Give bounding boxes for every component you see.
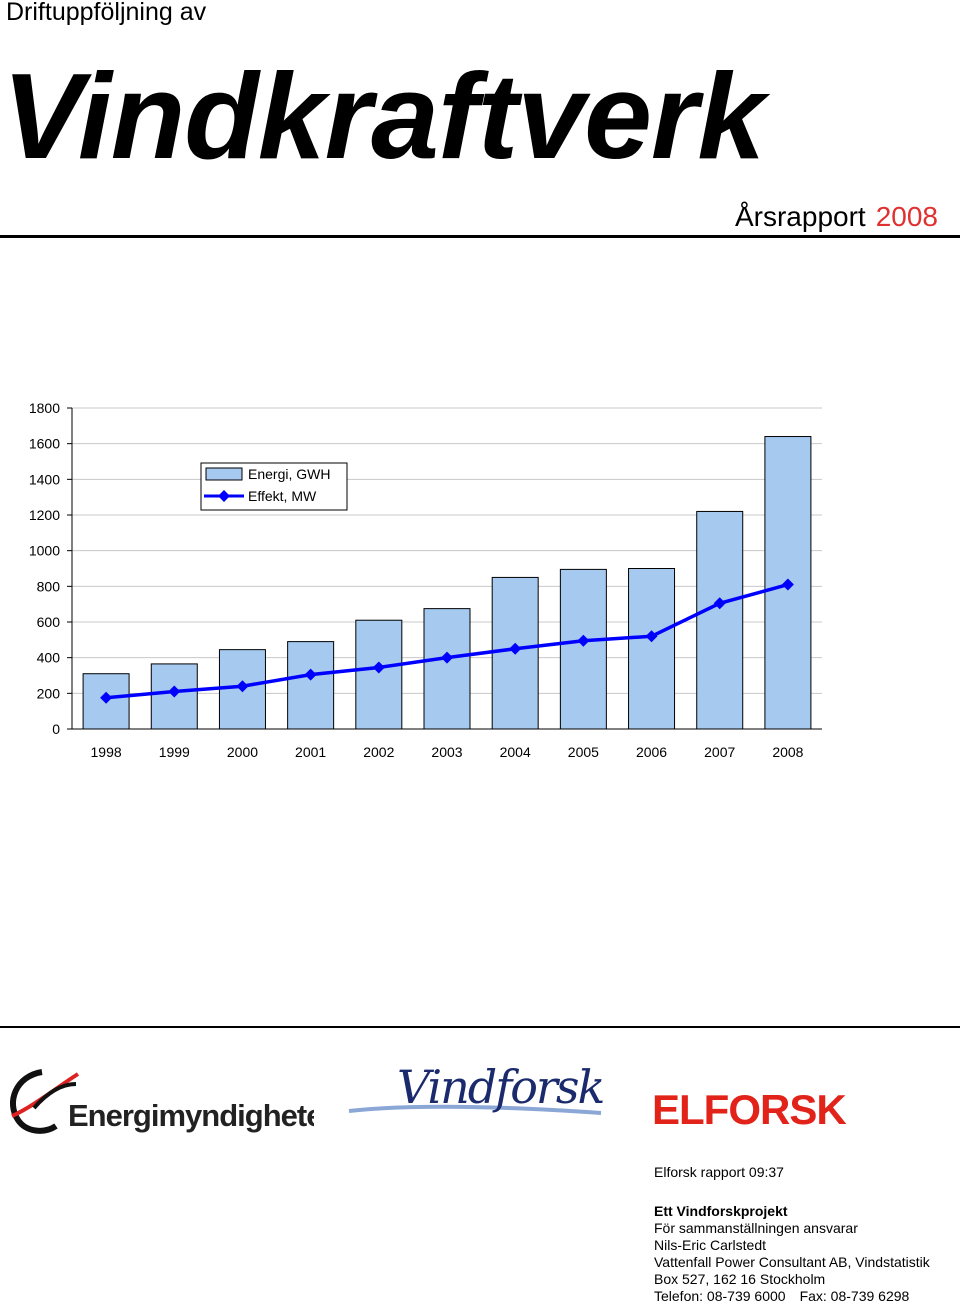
- x-tick-label: 1999: [159, 744, 190, 760]
- power-point-1998: [100, 691, 113, 704]
- x-tick-label: 1998: [91, 744, 122, 760]
- x-tick-label: 2004: [500, 744, 531, 760]
- y-tick-label: 1600: [29, 436, 60, 452]
- power-point-2003: [441, 651, 453, 664]
- power-point-2008: [781, 578, 794, 591]
- company-name: Vattenfall Power Consultant AB, Vindstat…: [654, 1254, 930, 1270]
- report-number: Elforsk rapport 09:37: [654, 1164, 784, 1180]
- postal-address: Box 527, 162 16 Stockholm: [654, 1271, 826, 1287]
- energy-bar-2003: [423, 608, 471, 730]
- power-point-2006: [645, 630, 658, 643]
- y-tick-label: 200: [37, 685, 61, 701]
- y-tick-label: 400: [37, 650, 61, 666]
- vindforsk-wordmark: Vindforsk: [397, 1060, 604, 1114]
- power-point-2005: [577, 634, 590, 647]
- y-tick-label: 800: [37, 578, 61, 594]
- vindforsk-swoosh: [348, 1104, 602, 1115]
- phone-fax-line: Telefon: 08-739 6000 Fax: 08-739 6298: [654, 1288, 930, 1305]
- x-tick-label: 2002: [363, 744, 394, 760]
- header-rule: [0, 235, 960, 238]
- energy-bar-2006: [628, 568, 676, 730]
- report-year: 2008: [875, 201, 938, 232]
- energy-bar-2001: [287, 641, 335, 730]
- footer-rule: [0, 1026, 960, 1028]
- power-point-2004: [509, 642, 522, 655]
- power-point-2007: [713, 597, 726, 610]
- energy-bars: [82, 436, 812, 730]
- energimyndigheten-wordmark: Energimyndigheten: [68, 1098, 314, 1133]
- chart-legend: Energi, GWH Effekt, MW: [200, 462, 348, 511]
- project-label: Ett Vindforskprojekt: [654, 1203, 788, 1219]
- power-point-2001: [304, 668, 317, 681]
- energimyndigheten-swoosh-black: [10, 1069, 58, 1134]
- vindforsk-logo: Vindforsk: [348, 1060, 605, 1115]
- x-tick-label: 2005: [568, 744, 599, 760]
- fax-number: Fax: 08-739 6298: [799, 1288, 910, 1304]
- legend-label-energy: Energi, GWH: [248, 466, 330, 482]
- y-tick-label: 1000: [29, 543, 60, 559]
- chart-gridlines: [72, 407, 822, 694]
- y-tick-label: 1800: [29, 400, 60, 416]
- power-point-1999: [168, 685, 181, 698]
- legend-swatch-energy: [205, 467, 243, 481]
- y-tick-label: 1400: [29, 471, 60, 487]
- report-type: Årsrapport: [734, 201, 866, 232]
- x-axis-ticks: 1998 1999 2000 2001 2002 2003 2004 2005 2006 2007…: [91, 744, 804, 760]
- energy-bar-2002: [355, 619, 403, 730]
- x-tick-label: 2006: [636, 744, 667, 760]
- elforsk-logo: ELFORSK: [652, 1088, 847, 1132]
- y-tick-label: 1200: [29, 507, 60, 523]
- energy-bar-2005: [559, 568, 607, 730]
- y-axis-ticks: 0 200 400 600 800 1000 1200 1400 1600 1800: [29, 400, 822, 737]
- energimyndigheten-logo: Energimyndigheten: [10, 1069, 314, 1134]
- legend-label-power: Effekt, MW: [248, 488, 317, 504]
- energimyndigheten-swoosh-inner: [32, 1082, 77, 1110]
- main-title: Vindkraftverk: [2, 48, 765, 184]
- power-point-2002: [372, 661, 385, 674]
- y-tick-label: 0: [52, 721, 60, 737]
- power-line: [100, 578, 794, 704]
- x-tick-label: 2007: [704, 744, 735, 760]
- x-tick-label: 2008: [772, 744, 803, 760]
- x-tick-label: 2000: [227, 744, 258, 760]
- energy-bar-2007: [696, 510, 744, 730]
- responsible-name: Nils-Eric Carlstedt: [654, 1237, 767, 1253]
- x-tick-label: 2001: [295, 744, 326, 760]
- elforsk-wordmark: ELFORSK: [652, 1088, 846, 1132]
- contact-block: Ett Vindforskprojekt För sammanställning…: [654, 1203, 930, 1305]
- legend-marker-power: [218, 490, 230, 502]
- power-point-2000: [236, 680, 249, 693]
- report-subtitle: Årsrapport 2008: [735, 200, 938, 234]
- phone-number: Telefon: 08-739 6000: [654, 1288, 786, 1304]
- responsible-label: För sammanställningen ansvarar: [654, 1220, 858, 1236]
- report-series-label: Driftuppföljning av: [6, 0, 207, 26]
- x-tick-label: 2003: [431, 744, 462, 760]
- y-tick-label: 600: [37, 614, 61, 630]
